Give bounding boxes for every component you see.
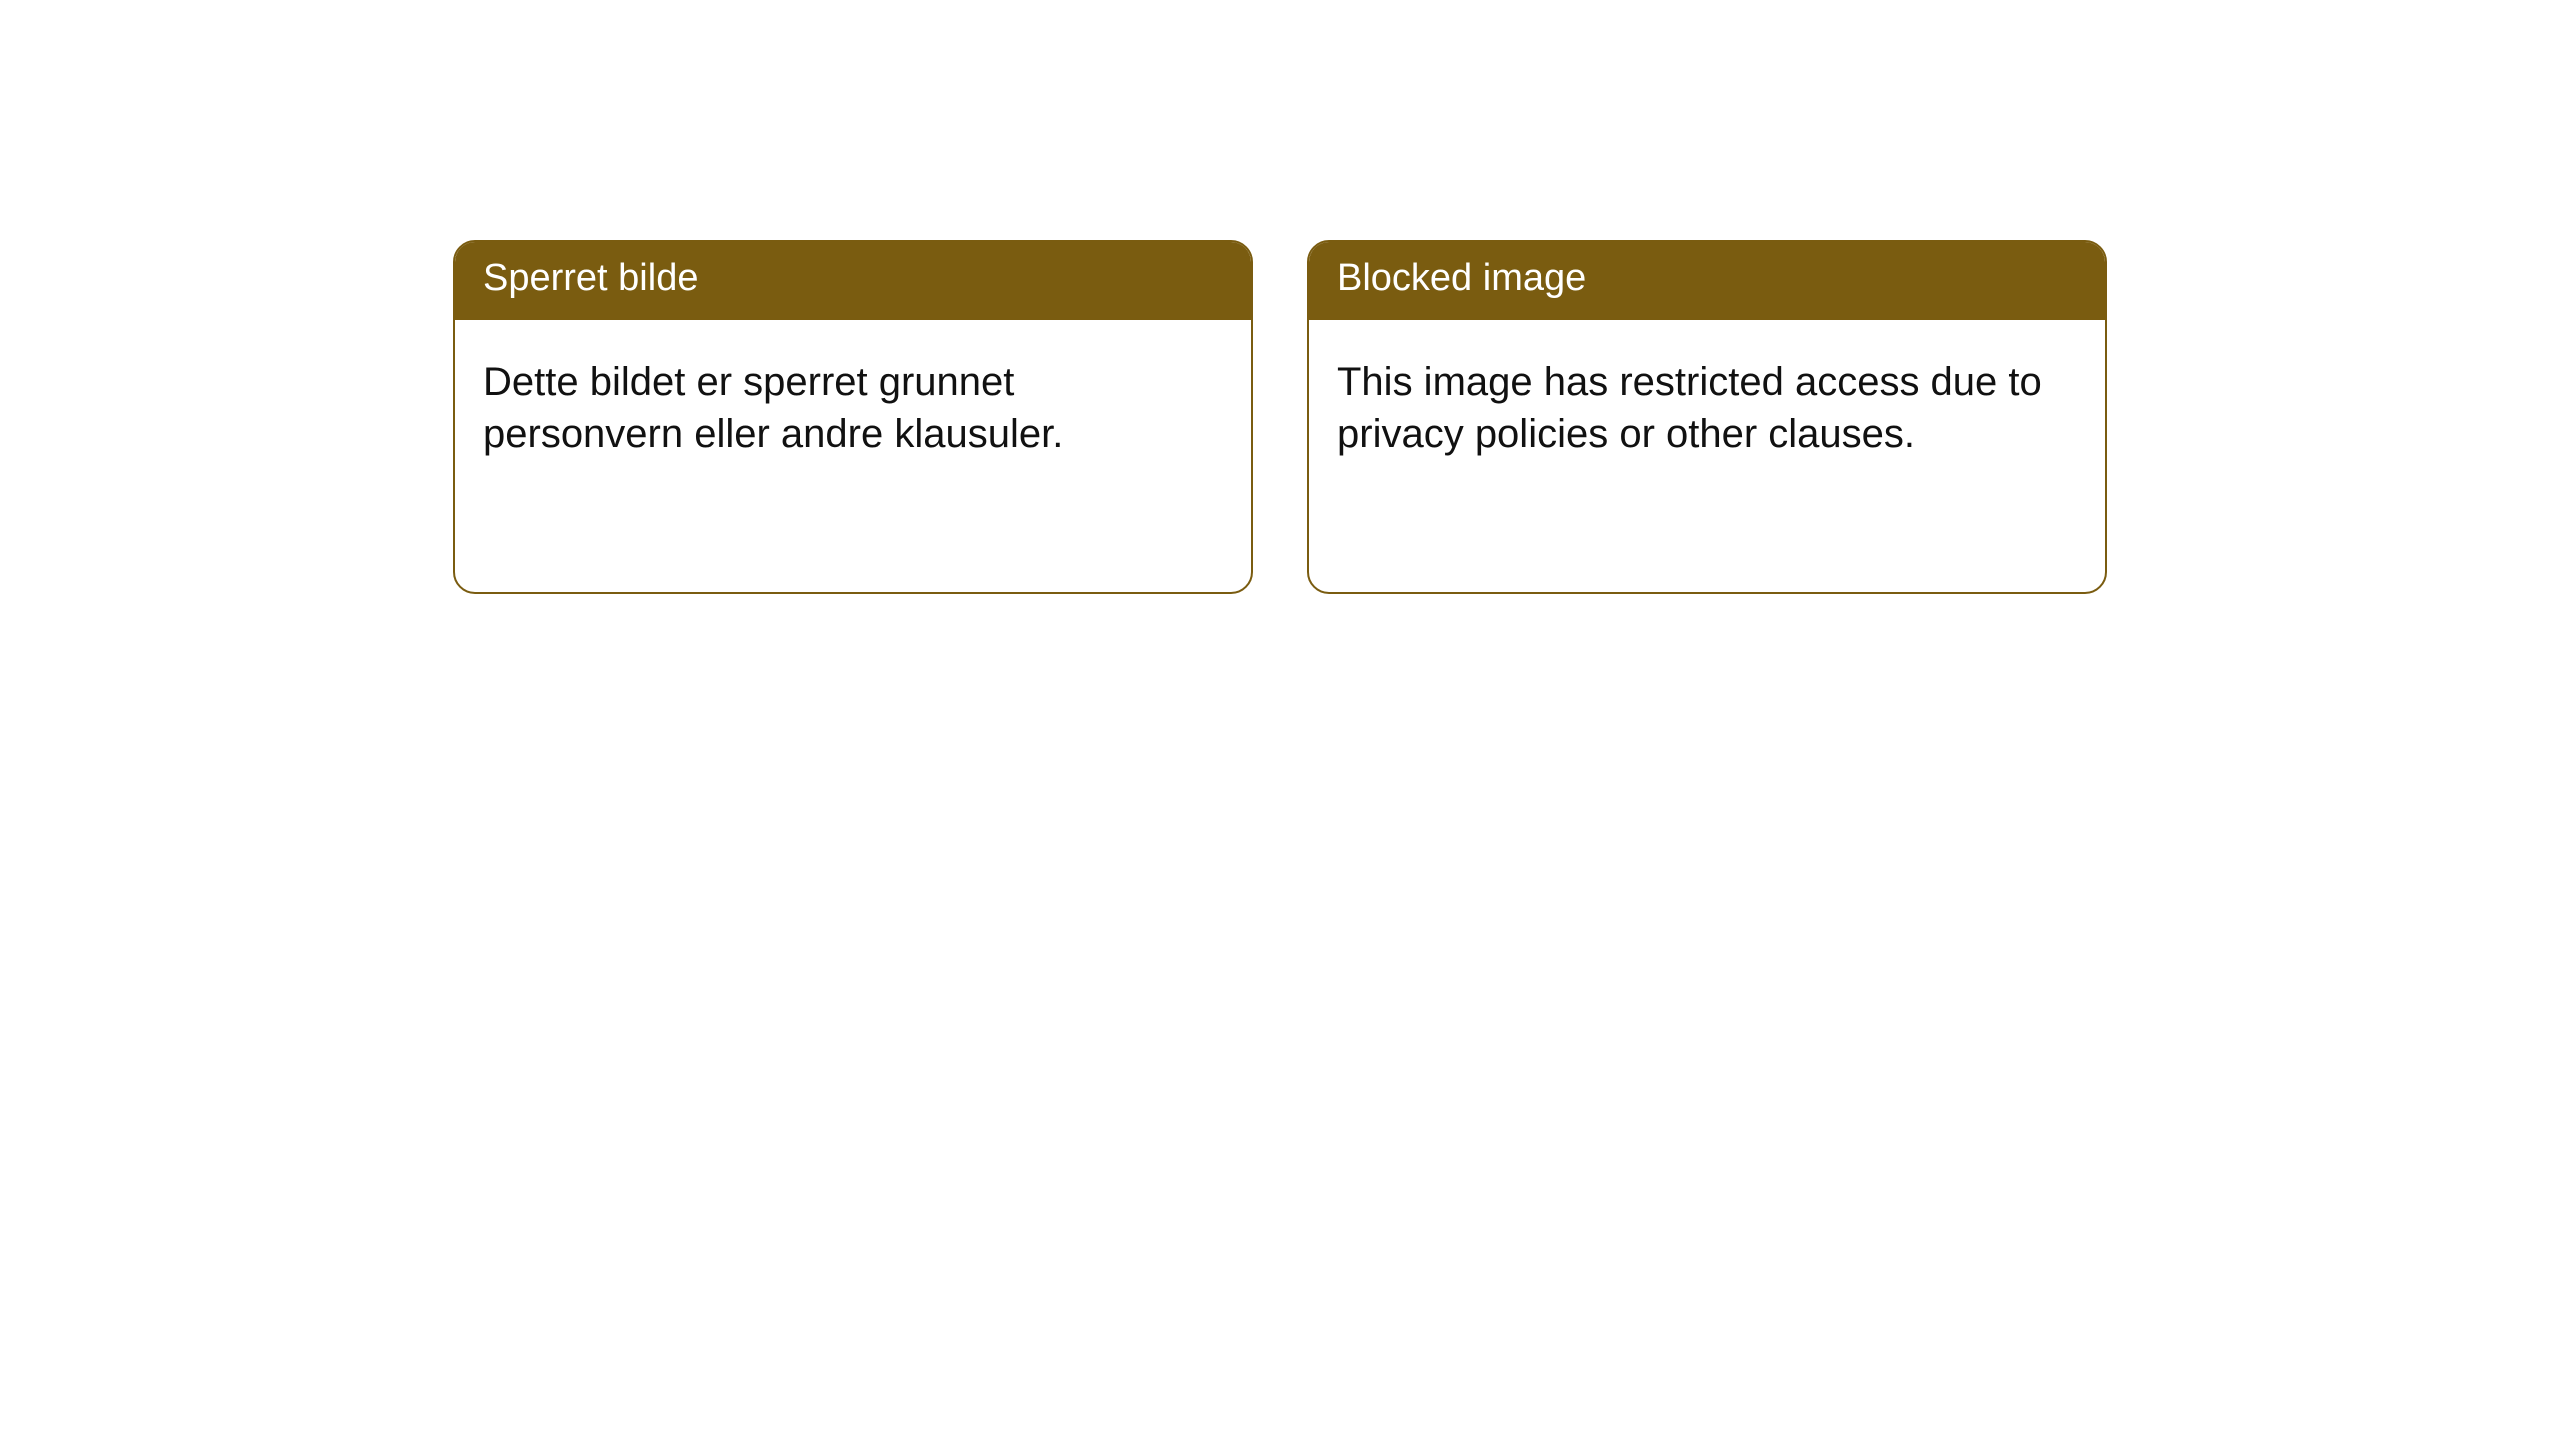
notice-card-norwegian: Sperret bilde Dette bildet er sperret gr…	[453, 240, 1253, 594]
notice-body-text: Dette bildet er sperret grunnet personve…	[483, 360, 1063, 456]
notice-title: Sperret bilde	[483, 257, 698, 299]
notice-body-text: This image has restricted access due to …	[1337, 360, 2042, 456]
notice-body-english: This image has restricted access due to …	[1309, 320, 2105, 592]
notice-title: Blocked image	[1337, 257, 1586, 299]
notice-body-norwegian: Dette bildet er sperret grunnet personve…	[455, 320, 1251, 592]
notice-header-english: Blocked image	[1309, 242, 2105, 320]
notice-card-english: Blocked image This image has restricted …	[1307, 240, 2107, 594]
notice-header-norwegian: Sperret bilde	[455, 242, 1251, 320]
notice-cards-container: Sperret bilde Dette bildet er sperret gr…	[453, 240, 2107, 594]
